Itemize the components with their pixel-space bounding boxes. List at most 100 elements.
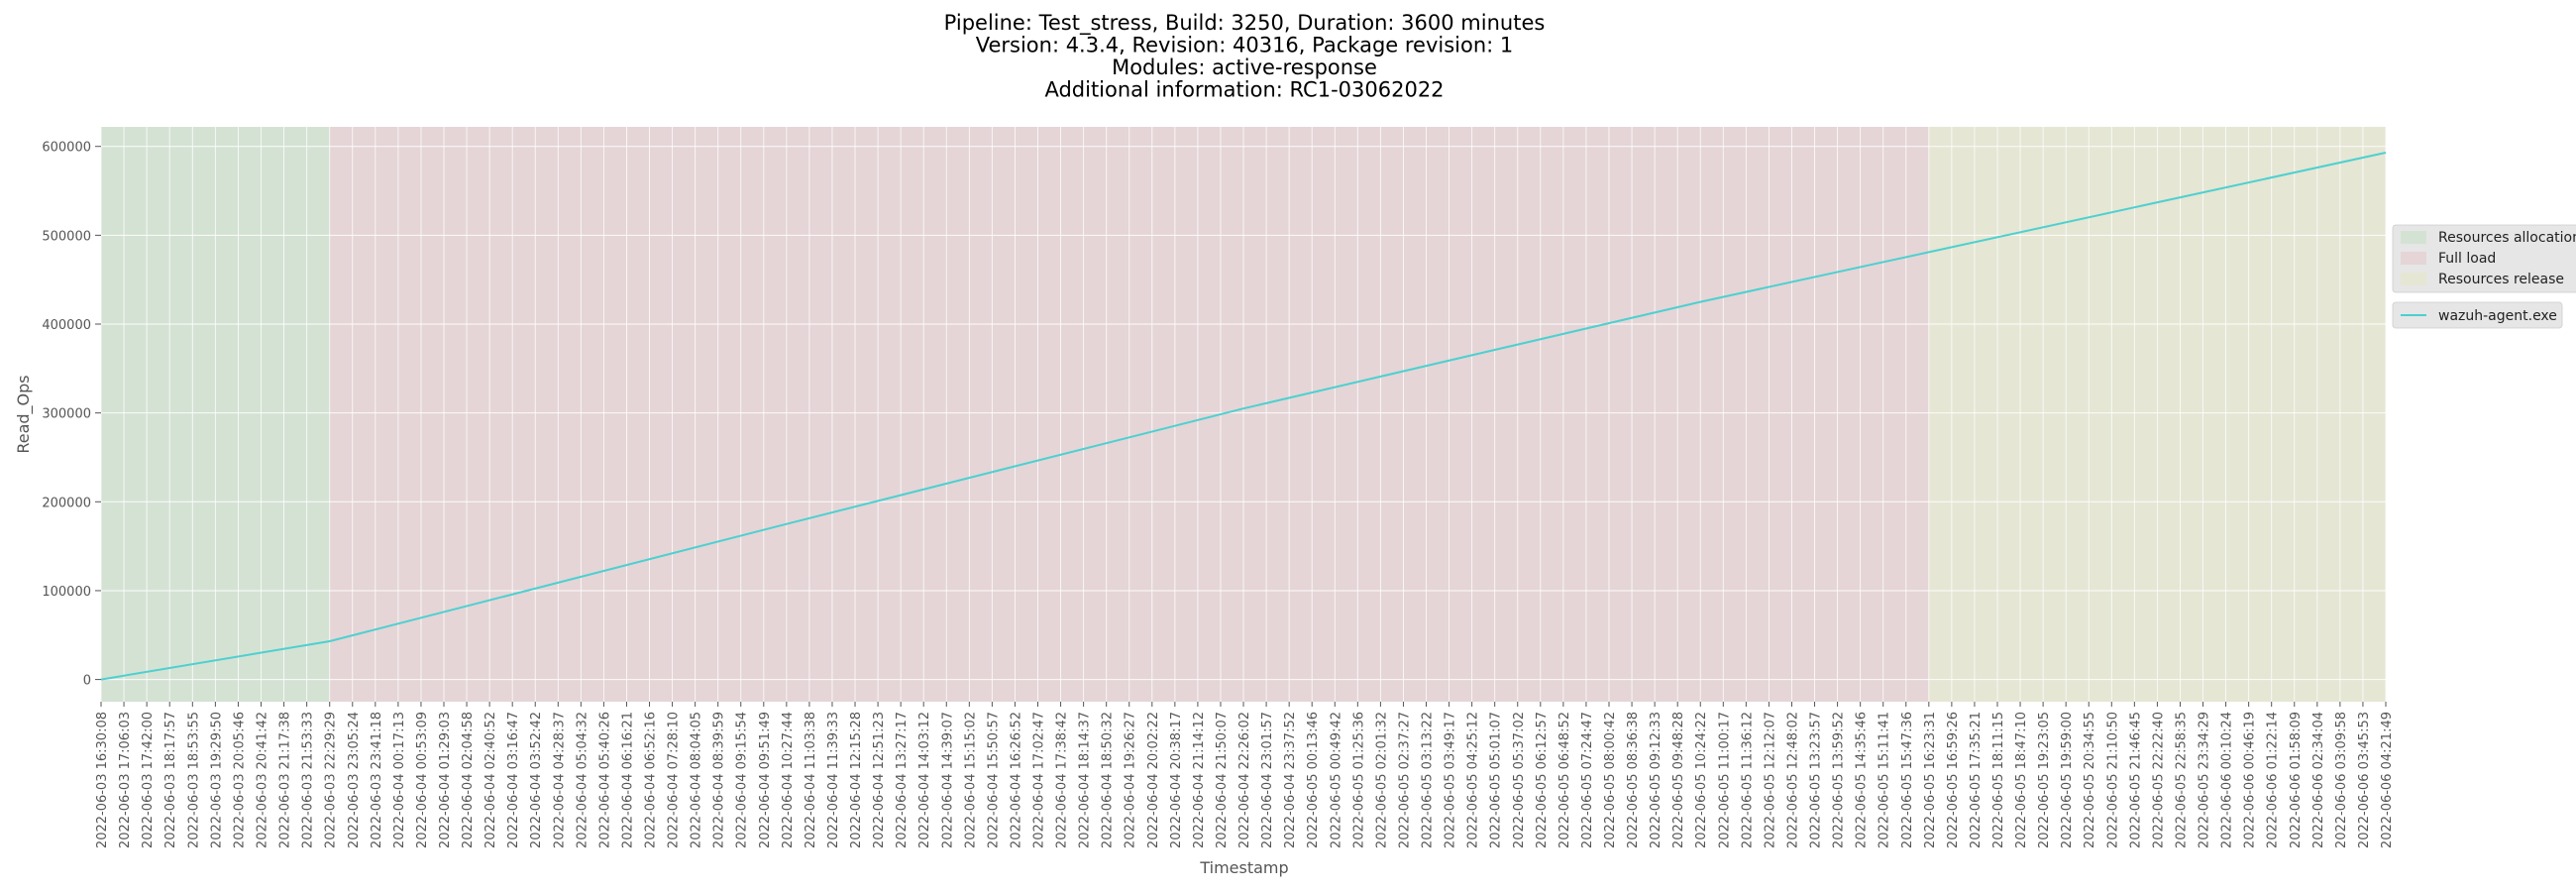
x-tick-label: 2022-06-03 23:05:24	[347, 712, 362, 848]
legend-box-series	[2392, 301, 2563, 329]
y-tick-label: 600000	[42, 141, 91, 156]
x-tick-label: 2022-06-04 14:39:07	[940, 712, 955, 848]
x-tick-label: 2022-06-05 08:36:38	[1626, 712, 1641, 848]
title-line: Pipeline: Test_stress, Build: 3250, Dura…	[944, 11, 1546, 36]
x-tick-label: 2022-06-05 00:49:42	[1329, 712, 1343, 848]
x-tick-label: 2022-06-05 23:34:29	[2198, 712, 2212, 848]
x-tick-label: 2022-06-06 03:45:53	[2357, 712, 2372, 848]
x-tick-label: 2022-06-04 06:16:21	[621, 712, 636, 848]
x-tick-label: 2022-06-05 06:12:57	[1535, 712, 1550, 848]
x-tick-label: 2022-06-05 09:48:28	[1671, 712, 1686, 848]
x-tick-label: 2022-06-04 03:52:42	[529, 712, 544, 848]
x-tick-label: 2022-06-05 12:12:07	[1763, 712, 1777, 848]
y-axis-ticks: 0 100000 200000 300000 400000 500000 600000	[42, 141, 101, 689]
x-tick-label: 2022-06-04 20:38:17	[1169, 712, 1184, 848]
y-tick-label: 100000	[42, 585, 91, 600]
x-axis-ticks: 2022-06-03 16:30:08 2022-06-03 17:06:03 20…	[95, 702, 2395, 848]
x-tick-label: 2022-06-04 19:26:27	[1124, 712, 1138, 848]
x-tick-label: 2022-06-04 20:02:22	[1146, 712, 1161, 848]
grid	[100, 127, 2387, 702]
x-tick-label: 2022-06-05 06:48:52	[1557, 712, 1572, 848]
x-tick-label: 2022-06-05 12:48:02	[1786, 712, 1801, 848]
y-tick-label: 0	[83, 674, 91, 689]
y-tick-label: 300000	[42, 407, 91, 422]
x-tick-label: 2022-06-04 02:40:52	[483, 712, 498, 848]
x-tick-label: 2022-06-06 01:22:14	[2266, 712, 2281, 848]
x-tick-label: 2022-06-04 13:27:17	[895, 712, 910, 848]
x-tick-label: 2022-06-04 21:14:12	[1192, 712, 1207, 848]
x-tick-label: 2022-06-05 03:13:22	[1421, 712, 1436, 848]
chart-title: Pipeline: Test_stress, Build: 3250, Dura…	[944, 11, 1546, 102]
y-tick-label: 400000	[42, 318, 91, 333]
x-tick-label: 2022-06-04 08:39:59	[712, 712, 727, 848]
legend: Resources allocation Full load Resources r…	[2392, 224, 2576, 329]
series-lines	[100, 152, 2387, 681]
x-tick-label: 2022-06-06 03:09:58	[2334, 712, 2349, 848]
x-tick-label: 2022-06-03 18:17:57	[163, 712, 178, 848]
x-tick-label: 2022-06-04 09:15:54	[735, 712, 750, 848]
x-tick-label: 2022-06-03 21:17:38	[278, 712, 293, 848]
x-tick-label: 2022-06-05 15:47:36	[1900, 712, 1915, 848]
x-tick-label: 2022-06-05 18:47:10	[2014, 712, 2029, 848]
x-tick-label: 2022-06-05 19:23:05	[2037, 712, 2052, 848]
x-tick-label: 2022-06-05 01:25:36	[1351, 712, 1366, 848]
x-tick-label: 2022-06-04 14:03:12	[917, 712, 932, 848]
x-tick-label: 2022-06-04 23:37:52	[1283, 712, 1298, 848]
series-line	[100, 152, 2387, 681]
legend-label: wazuh-agent.exe	[2438, 308, 2557, 324]
x-tick-label: 2022-06-06 01:58:09	[2289, 712, 2304, 848]
x-tick-label: 2022-06-05 13:23:57	[1809, 712, 1824, 848]
x-tick-label: 2022-06-05 05:01:07	[1489, 712, 1504, 848]
x-tick-label: 2022-06-05 21:10:50	[2105, 712, 2120, 848]
x-tick-label: 2022-06-04 11:03:38	[804, 712, 818, 848]
x-tick-label: 2022-06-04 00:53:09	[415, 712, 430, 848]
x-tick-label: 2022-06-05 07:24:47	[1580, 712, 1595, 848]
x-tick-label: 2022-06-03 16:30:08	[95, 712, 110, 848]
x-tick-label: 2022-06-04 18:14:37	[1078, 712, 1093, 848]
x-tick-label: 2022-06-05 00:13:46	[1306, 712, 1321, 848]
legend-label: Resources allocation	[2438, 230, 2576, 246]
title-line: Version: 4.3.4, Revision: 40316, Package…	[976, 34, 1514, 57]
x-tick-label: 2022-06-05 16:23:31	[1923, 712, 1938, 848]
x-tick-label: 2022-06-03 17:06:03	[118, 712, 133, 848]
x-tick-label: 2022-06-03 23:41:18	[370, 712, 384, 848]
y-axis-label: Read_Ops	[14, 375, 34, 453]
x-tick-label: 2022-06-04 23:01:57	[1260, 712, 1275, 848]
x-tick-label: 2022-06-03 18:53:55	[186, 712, 201, 848]
x-tick-label: 2022-06-04 09:51:49	[758, 712, 773, 848]
x-tick-label: 2022-06-04 07:28:10	[667, 712, 682, 848]
y-tick-label: 200000	[42, 496, 91, 510]
x-tick-label: 2022-06-05 10:24:22	[1694, 712, 1709, 848]
x-tick-label: 2022-06-05 22:22:40	[2151, 712, 2166, 848]
x-tick-label: 2022-06-04 01:29:03	[438, 712, 453, 848]
x-tick-label: 2022-06-04 12:15:28	[849, 712, 864, 848]
x-tick-label: 2022-06-04 11:39:33	[826, 712, 841, 848]
x-tick-label: 2022-06-04 15:50:57	[986, 712, 1001, 848]
x-tick-label: 2022-06-04 16:26:52	[1009, 712, 1023, 848]
title-line: Additional information: RC1-03062022	[1044, 78, 1444, 102]
x-tick-label: 2022-06-03 17:42:00	[141, 712, 156, 848]
x-tick-label: 2022-06-05 05:37:02	[1512, 712, 1527, 848]
x-tick-label: 2022-06-04 05:04:32	[575, 712, 590, 848]
y-tick-label: 500000	[42, 229, 91, 244]
x-tick-label: 2022-06-04 22:26:02	[1237, 712, 1252, 848]
x-tick-label: 2022-06-04 02:04:58	[461, 712, 476, 848]
x-tick-label: 2022-06-04 03:16:47	[506, 712, 521, 848]
x-tick-label: 2022-06-05 02:37:27	[1398, 712, 1413, 848]
x-tick-label: 2022-06-03 19:29:50	[209, 712, 224, 848]
x-tick-label: 2022-06-06 04:21:49	[2380, 712, 2395, 848]
x-tick-label: 2022-06-04 10:27:44	[781, 712, 796, 848]
x-tick-label: 2022-06-05 14:35:46	[1855, 712, 1870, 848]
x-tick-label: 2022-06-04 05:40:26	[597, 712, 612, 848]
x-tick-label: 2022-06-05 08:00:42	[1603, 712, 1618, 848]
x-tick-label: 2022-06-05 09:12:33	[1649, 712, 1664, 848]
x-tick-label: 2022-06-03 21:53:33	[301, 712, 316, 848]
x-tick-label: 2022-06-05 15:11:41	[1878, 712, 1892, 848]
x-tick-label: 2022-06-05 02:01:32	[1374, 712, 1389, 848]
legend-box-phases	[2392, 224, 2576, 293]
x-tick-label: 2022-06-03 20:05:46	[232, 712, 247, 848]
x-tick-label: 2022-06-05 21:46:45	[2128, 712, 2143, 848]
x-tick-label: 2022-06-05 03:49:17	[1444, 712, 1458, 848]
x-tick-label: 2022-06-04 12:51:23	[872, 712, 887, 848]
